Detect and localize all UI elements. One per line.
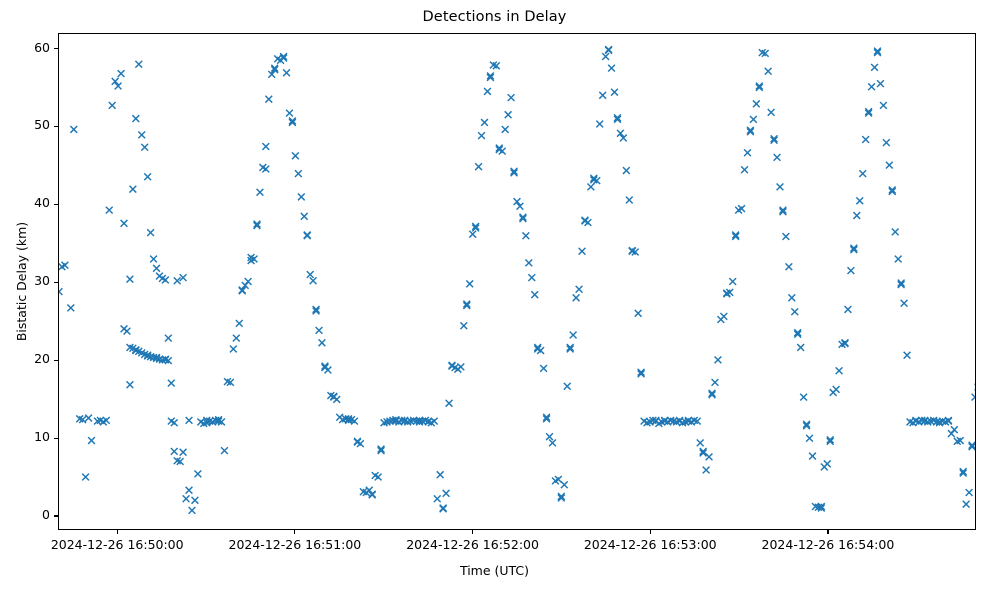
x-axis-tick-label: 2024-12-26 16:51:00	[228, 537, 362, 552]
scatter-points-layer	[59, 45, 975, 515]
y-axis-tick-mark	[54, 48, 58, 50]
y-axis-tick-mark	[54, 203, 58, 205]
x-axis-tick-label: 2024-12-26 16:52:00	[406, 537, 539, 552]
y-axis-tick-label: 30	[34, 273, 50, 289]
x-axis-tick-mark	[827, 530, 829, 534]
y-axis-tick-mark	[54, 281, 58, 283]
y-axis-tick-label: 60	[34, 39, 50, 55]
y-axis-tick-mark	[54, 125, 58, 128]
plot-area	[58, 33, 976, 530]
x-axis-tick-mark	[294, 530, 296, 534]
x-axis-tick-mark	[116, 530, 118, 534]
y-axis-tick-label: 20	[34, 351, 50, 367]
x-axis-tick-mark	[649, 530, 651, 534]
x-axis-tick-mark	[472, 530, 474, 534]
y-axis-tick-mark	[54, 437, 58, 439]
x-axis-tick-label: 2024-12-26 16:50:00	[50, 537, 184, 552]
x-axis-tick-label: 2024-12-26 16:53:00	[583, 537, 717, 552]
y-axis-tick-label: 40	[34, 195, 50, 211]
page-title: Detections in Delay	[422, 9, 567, 25]
x-axis-label: Time (UTC)	[459, 563, 530, 578]
y-axis-tick-mark	[54, 359, 58, 361]
y-axis-label: Bistatic Delay (km)	[14, 221, 29, 342]
y-axis-tick-label: 50	[34, 117, 50, 133]
y-axis-tick-label: 0	[42, 506, 50, 522]
y-axis-tick-label: 10	[34, 429, 50, 445]
x-axis-tick-label: 2024-12-26 16:54:00	[761, 537, 895, 552]
y-axis-tick-mark	[54, 515, 58, 517]
